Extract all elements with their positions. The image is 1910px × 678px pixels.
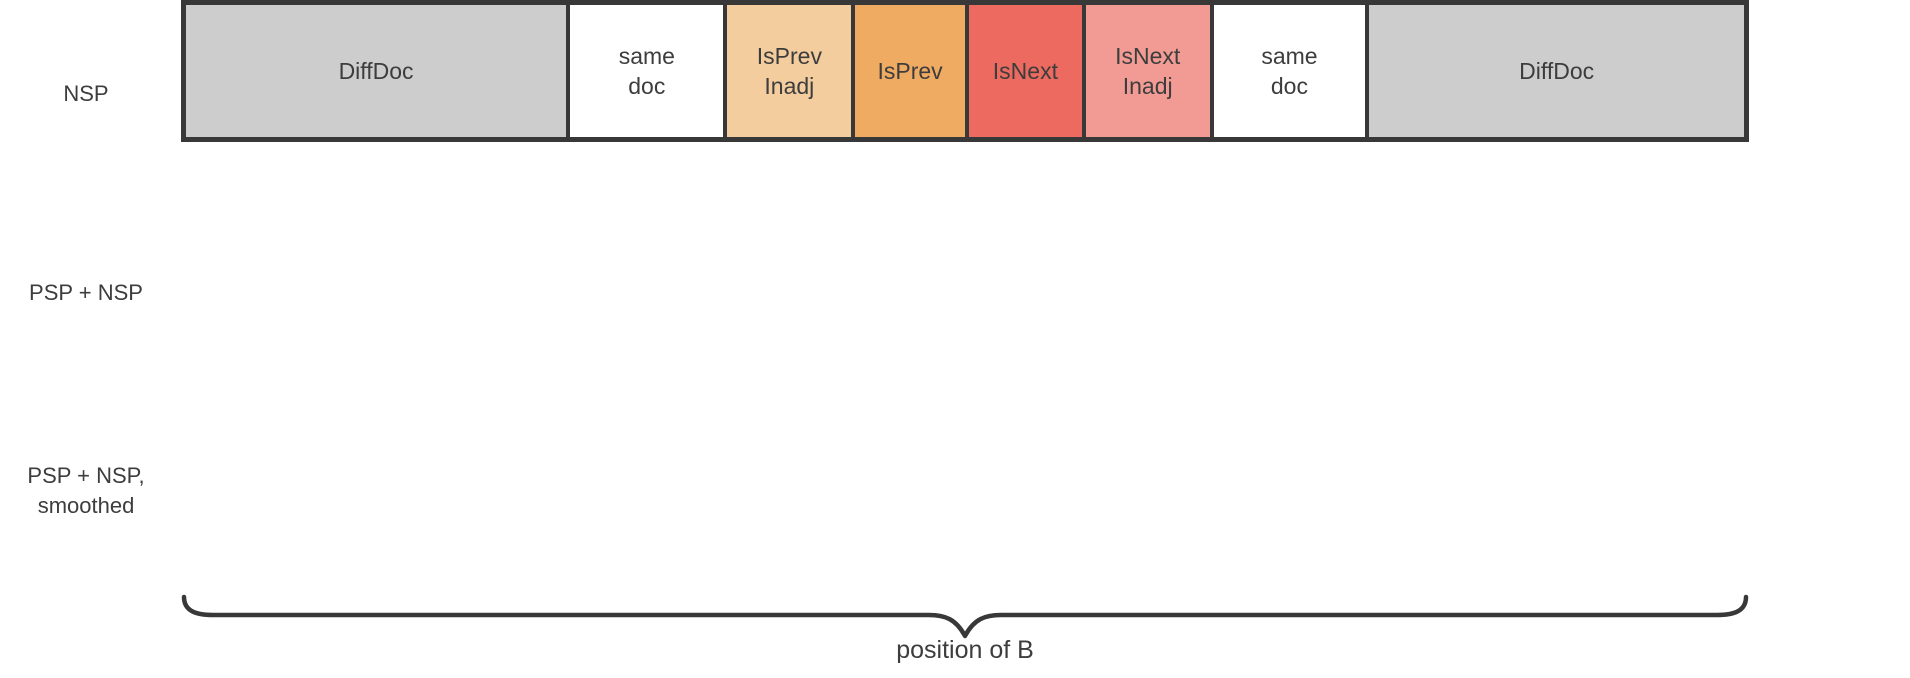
row-label-psp-nsp-smoothed: PSP + NSP, smoothed [27, 463, 145, 518]
row-psp-nsp-smoothed: DiffDoc same doc IsPrev Inadj IsPrev IsN… [181, 0, 1749, 142]
curly-brace [181, 594, 1749, 639]
row-label-nsp: NSP [63, 81, 109, 107]
cell-diffdoc-left: DiffDoc [186, 5, 567, 137]
cell-isnext: IsNext [964, 5, 1082, 137]
row-label-psp-nsp: PSP + NSP [29, 280, 143, 306]
cell-isprev: IsPrev [851, 5, 965, 137]
cell-same-doc-right: same doc [1209, 5, 1366, 137]
cell-isnext-inadj: IsNext Inadj [1081, 5, 1210, 137]
brace-label: position of B [896, 636, 1034, 664]
cell-same-doc-left: same doc [566, 5, 724, 137]
cell-isprev-inadj: IsPrev Inadj [723, 5, 852, 137]
cell-diffdoc-right: DiffDoc [1365, 5, 1744, 137]
